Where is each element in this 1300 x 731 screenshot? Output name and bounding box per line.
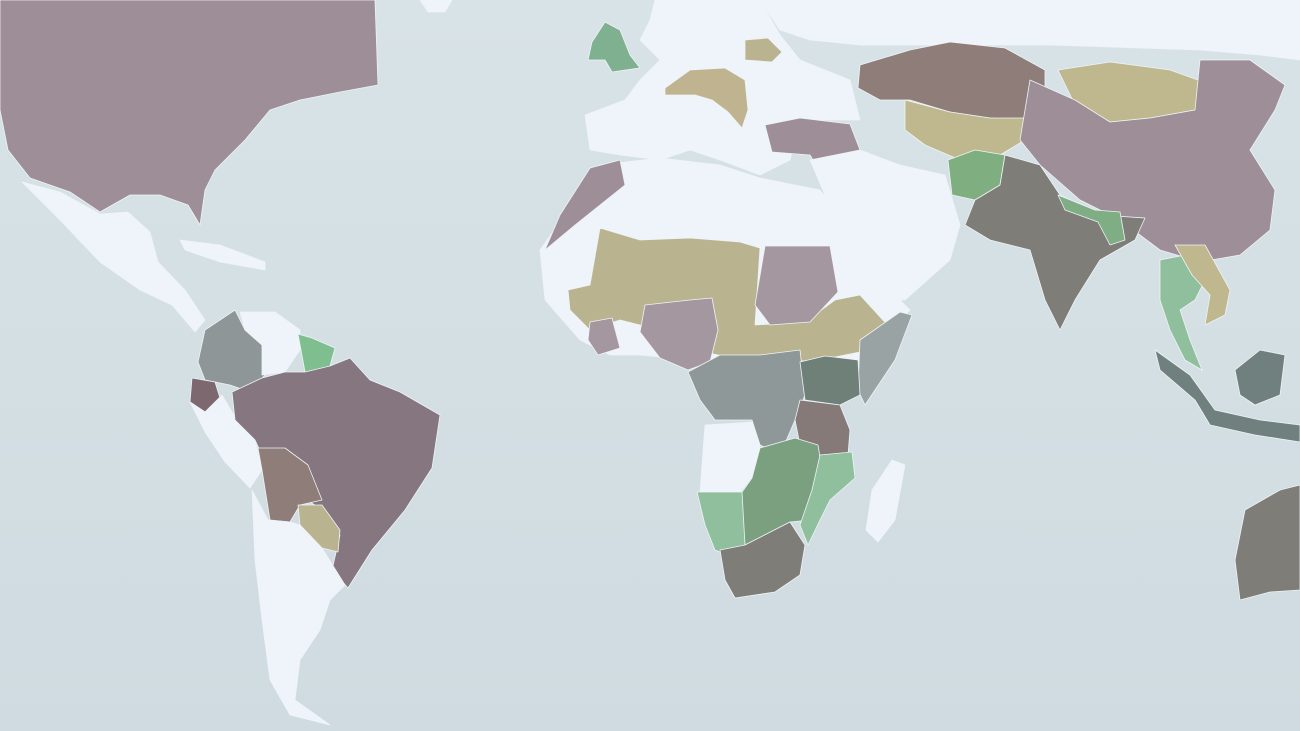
region-congo[interactable] (687, 349, 806, 456)
region-ivory-coast[interactable] (587, 317, 621, 356)
region-caribbean[interactable] (179, 239, 266, 271)
region-sahel[interactable] (567, 227, 893, 363)
region-middle-east[interactable] (809, 149, 961, 301)
region-sudan[interactable] (754, 245, 839, 326)
region-southern-cone[interactable] (251, 489, 346, 726)
region-belarus[interactable] (744, 37, 783, 63)
region-north-america[interactable] (0, 0, 379, 226)
region-indochina[interactable] (1174, 244, 1231, 326)
region-madagascar[interactable] (865, 459, 906, 543)
region-indonesia[interactable] (1154, 349, 1300, 443)
region-south-africa[interactable] (719, 521, 806, 599)
region-central-asia[interactable] (904, 99, 1031, 161)
region-borneo[interactable] (1234, 349, 1286, 406)
region-mexico-central-america[interactable] (21, 181, 206, 333)
region-morocco[interactable] (544, 159, 626, 251)
region-uk[interactable] (587, 21, 641, 73)
region-south-asia[interactable] (964, 154, 1146, 331)
region-greenland[interactable] (419, 0, 453, 13)
region-zambia-zimbabwe[interactable] (739, 437, 823, 546)
region-china[interactable] (1019, 59, 1286, 263)
region-east-africa[interactable] (799, 355, 861, 406)
region-nepal-bangladesh[interactable] (1057, 194, 1126, 246)
region-mozambique[interactable] (799, 451, 856, 546)
region-peru[interactable] (189, 394, 263, 489)
region-central-europe[interactable] (664, 67, 749, 129)
region-australia[interactable] (1234, 484, 1300, 601)
region-russia[interactable] (759, 0, 1300, 61)
